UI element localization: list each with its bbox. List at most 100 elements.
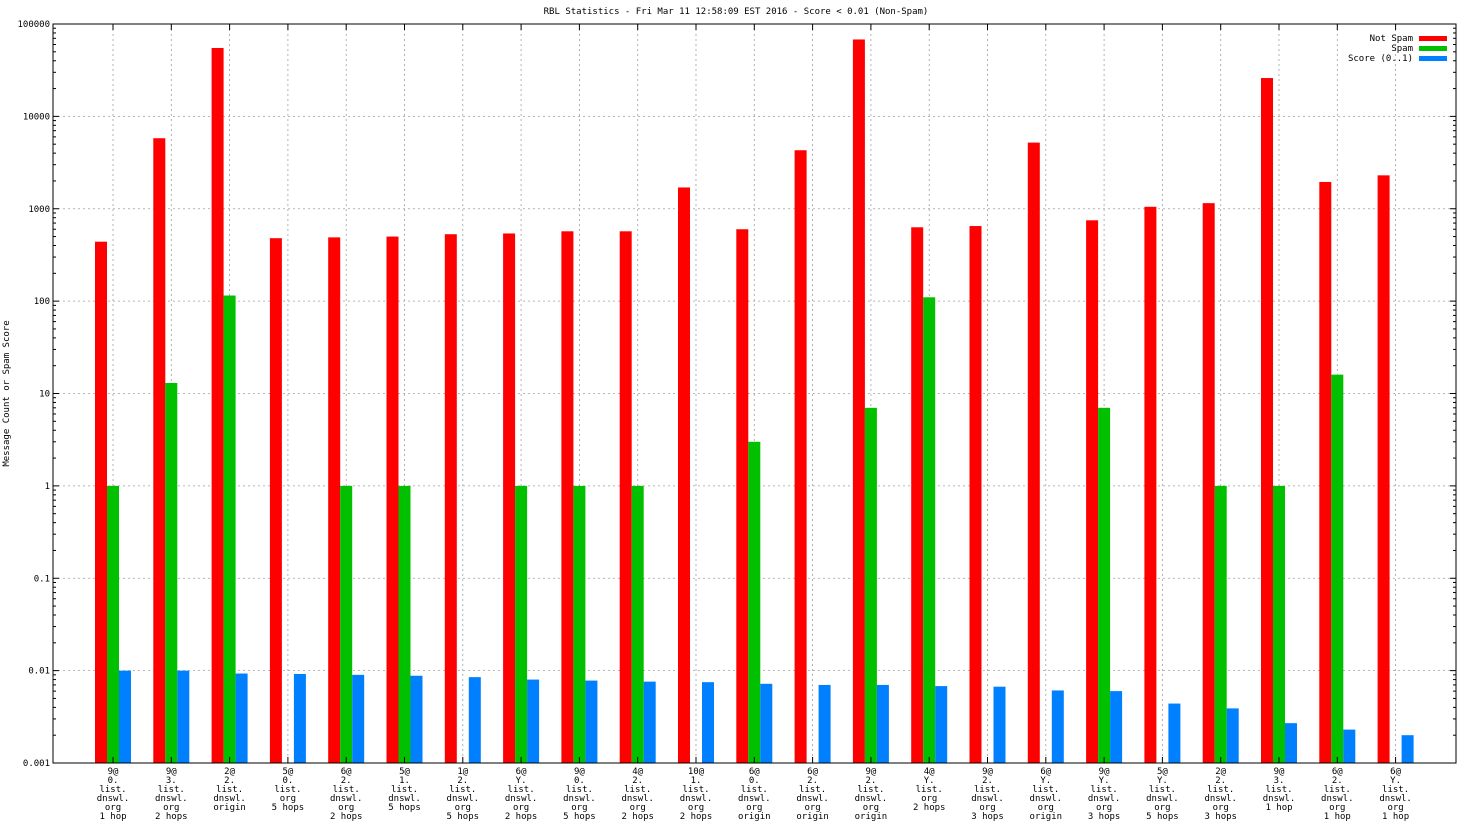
x-tick-label-line: 0. [574,776,585,786]
x-tick-label-line: list. [1207,785,1234,795]
x-tick-label-line: org [571,803,587,813]
x-tick-label-line: 3 hops [971,812,1004,822]
x-tick-label-line: list. [741,785,768,795]
x-tick-label-line: org [1154,803,1170,813]
x-tick-label-line: org [105,803,121,813]
bar-spam [107,485,119,763]
bar-spam [1331,374,1344,763]
x-tick-label: 4@ 2. list. dnswl. org 2 hops [621,767,654,822]
x-tick-label-line: 9@ [1099,767,1110,777]
y-tick-label: 100000 [17,20,50,30]
y-tick-label: 1 [45,482,50,492]
x-tick-label-line: org [979,803,995,813]
bar-not-spam [1086,220,1099,764]
x-tick-label-line: 2. [632,776,643,786]
bar-not-spam [1144,206,1157,764]
bar-score-0-1 [293,673,306,763]
x-tick-label-line: list. [1032,785,1059,795]
x-tick-label-line: 5 hops [563,812,596,822]
x-tick-label-line: org [746,803,762,813]
x-tick-label-line: 0. [749,776,760,786]
x-tick-label-line: origin [796,812,829,822]
x-tick-label-line: org [1096,803,1112,813]
x-tick-label-line: 6@ [1040,767,1051,777]
x-tick-label: 9@ 0. list. dnswl. org 1 hop [97,767,130,822]
x-tick-label: 5@ 1. list. dnswl. 5 hops [388,767,421,813]
x-tick-label: 9@ 0. list. dnswl. org 5 hops [563,767,596,822]
x-tick-label-line: dnswl. [621,794,654,804]
x-tick-label-line: 6@ [1332,767,1343,777]
x-tick-label-line: org [163,803,179,813]
x-tick-label-line: 2@ [224,767,235,777]
x-tick-label-line: list. [216,785,243,795]
x-tick-label-line: dnswl. [388,794,421,804]
x-tick-label-line: org [1387,803,1403,813]
bar-score-0-1 [643,681,656,763]
bar-score-0-1 [760,683,773,763]
bar-not-spam [911,227,924,764]
x-tick-label-line: list. [1265,785,1292,795]
bar-spam [864,407,877,763]
x-tick-label-line: 2. [982,776,993,786]
x-tick-label-line: 3. [1274,776,1285,786]
x-tick-label-line: 5 hops [1146,812,1179,822]
x-tick-label-line: dnswl. [1379,794,1412,804]
bar-score-0-1 [1051,690,1064,763]
x-tick-label: 2@ 2. list. dnswl. org 3 hops [1204,767,1237,822]
x-tick-label: 6@ Y. list. dnswl. org 1 hop [1379,767,1412,822]
bar-not-spam [444,234,457,763]
x-tick-label-line: 4@ [924,767,935,777]
x-tick-label-line: org [455,803,471,813]
x-tick-label: 6@ 2. list. dnswl. org 1 hop [1321,767,1354,822]
bar-spam [398,485,411,763]
x-tick-label-line: 2 hops [330,812,363,822]
legend-swatch [1419,46,1447,51]
x-tick-label: 5@ 0. list. org 5 hops [272,767,305,813]
bar-score-0-1 [119,670,131,763]
x-tick-label-line: Y. [516,776,527,786]
legend-label: Spam [1391,44,1413,54]
x-tick-label-line: dnswl. [505,794,538,804]
x-tick-label-line: 1 hop [1265,803,1292,813]
x-tick-label-line: 3 hops [1088,812,1121,822]
bar-not-spam [503,233,516,764]
x-tick-label-line: dnswl. [738,794,771,804]
x-tick-label-line: dnswl. [563,794,596,804]
bar-not-spam [561,231,574,764]
bar-score-0-1 [702,682,714,763]
x-tick-label-line: org [863,803,879,813]
x-tick-label-line: 5@ [399,767,410,777]
x-tick-label-line: Y. [1157,776,1168,786]
x-tick-label-line: 2. [224,776,235,786]
y-axis-ticks: 0.001 0.01 0.1 1 10 100 1000 10000 100000 [17,20,1456,769]
x-tick-label-line: 2 hops [680,812,713,822]
x-tick-label-line: list. [158,785,185,795]
x-tick-label-line: list. [274,785,301,795]
x-tick-label: 4@ Y. list. org 2 hops [913,767,946,813]
bar-spam [923,297,936,763]
x-tick-label-line: 2 hops [505,812,538,822]
bar-not-spam [269,238,282,764]
x-tick-label-line: Y. [1040,776,1051,786]
bar-score-0-1 [1343,729,1356,763]
bar-spam [1214,485,1227,763]
x-tick-label-line: list. [449,785,476,795]
bar-score-0-1 [410,675,423,763]
x-tick-label-line: dnswl. [213,794,246,804]
x-tick-label-line: 0. [282,776,293,786]
x-tick-label-line: org [630,803,646,813]
bar-score-0-1 [1226,708,1239,763]
x-tick-label-line: list. [1382,785,1409,795]
x-tick-label-line: dnswl. [1030,794,1063,804]
y-tick-label: 10000 [23,112,50,122]
x-tick-label-line: 9@ [865,767,876,777]
x-tick-label: 9@ 3. list. dnswl. 1 hop [1263,767,1296,813]
x-tick-label-line: list. [1324,785,1351,795]
legend-swatch [1419,36,1447,41]
x-tick-label-line: org [280,794,296,804]
x-tick-label-line: 5@ [282,767,293,777]
x-tick-label-line: 5 hops [447,812,480,822]
x-tick-label: 6@ 2. list. dnswl. org origin [796,767,829,822]
x-tick-label-line: dnswl. [1088,794,1121,804]
